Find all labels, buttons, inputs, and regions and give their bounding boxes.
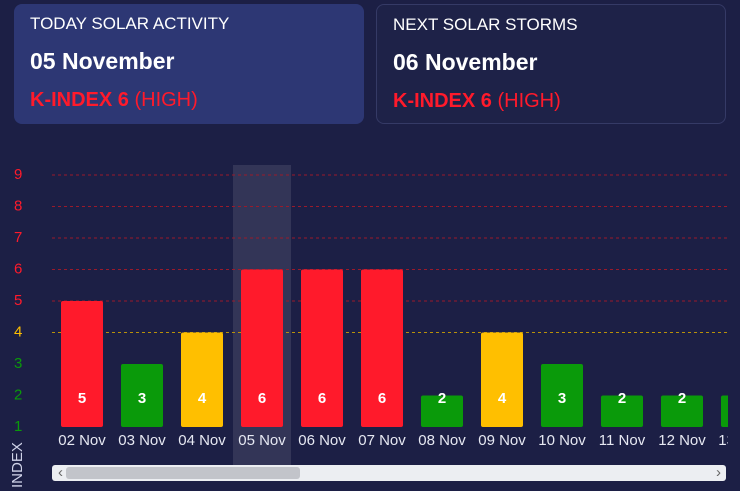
card-label: NEXT SOLAR STORMS — [393, 15, 578, 34]
scroll-thumb[interactable] — [66, 467, 300, 479]
x-tick-label: 13 Nov — [718, 432, 740, 449]
x-tick-label: 06 Nov — [298, 432, 346, 449]
x-tick-label: 08 Nov — [418, 432, 466, 449]
bar — [241, 269, 283, 427]
bar — [301, 269, 343, 427]
bar — [661, 395, 703, 427]
value-label: 6 — [378, 390, 386, 407]
k-index: K-INDEX 6 — [393, 90, 492, 112]
y-tick-label: 6 — [14, 260, 22, 277]
bar — [361, 269, 403, 427]
value-label: 5 — [78, 390, 86, 407]
bar — [721, 395, 728, 427]
scroll-left[interactable]: ‹ — [58, 464, 63, 481]
bar — [421, 395, 463, 427]
value-label: 2 — [438, 390, 446, 407]
x-tick-label: 10 Nov — [538, 432, 586, 449]
today-card: TODAY SOLAR ACTIVITY 05 November K-INDEX… — [14, 4, 364, 124]
k-level: (HIGH) — [497, 90, 561, 112]
card-date: 06 November — [393, 49, 538, 75]
y-tick-label: 8 — [14, 197, 22, 214]
x-tick-label: 09 Nov — [478, 432, 526, 449]
card-index: K-INDEX 6 (HIGH) — [393, 90, 709, 113]
x-tick-label: 04 Nov — [178, 432, 226, 449]
y-axis-label: INDEX — [9, 442, 26, 488]
k-level: (HIGH) — [134, 89, 198, 111]
y-tick-label: 9 — [14, 166, 22, 183]
bar — [601, 395, 643, 427]
bar — [481, 332, 523, 427]
y-tick-label: 7 — [14, 229, 22, 246]
scroll-right[interactable]: › — [716, 464, 721, 481]
y-tick-label: 3 — [14, 355, 22, 372]
x-tick-label: 12 Nov — [658, 432, 706, 449]
value-label: 2 — [678, 390, 686, 407]
bar — [121, 364, 163, 427]
value-label: 4 — [198, 390, 207, 407]
card-label: TODAY SOLAR ACTIVITY — [30, 14, 230, 33]
value-label: 3 — [558, 390, 566, 407]
x-tick-label: 03 Nov — [118, 432, 166, 449]
x-tick-label: 05 Nov — [238, 432, 286, 449]
value-label: 4 — [498, 390, 507, 407]
x-tick-label: 07 Nov — [358, 432, 406, 449]
value-label: 3 — [138, 390, 146, 407]
value-label: 6 — [258, 390, 266, 407]
x-tick-label: 02 Nov — [58, 432, 106, 449]
k-index: K-INDEX 6 — [30, 89, 129, 111]
bar — [181, 332, 223, 427]
storm-card: NEXT SOLAR STORMS 06 November K-INDEX 6 … — [376, 4, 726, 124]
y-tick-label: 5 — [14, 292, 22, 309]
value-label: 2 — [618, 390, 626, 407]
bar — [61, 301, 103, 427]
x-tick-label: 11 Nov — [599, 432, 646, 449]
card-date: 05 November — [30, 48, 175, 74]
y-tick-label: 2 — [14, 386, 22, 403]
y-tick-label: 4 — [14, 323, 22, 340]
bar — [541, 364, 583, 427]
y-tick-label: 1 — [14, 418, 22, 435]
value-label: 6 — [318, 390, 326, 407]
card-index: K-INDEX 6 (HIGH) — [30, 89, 348, 112]
